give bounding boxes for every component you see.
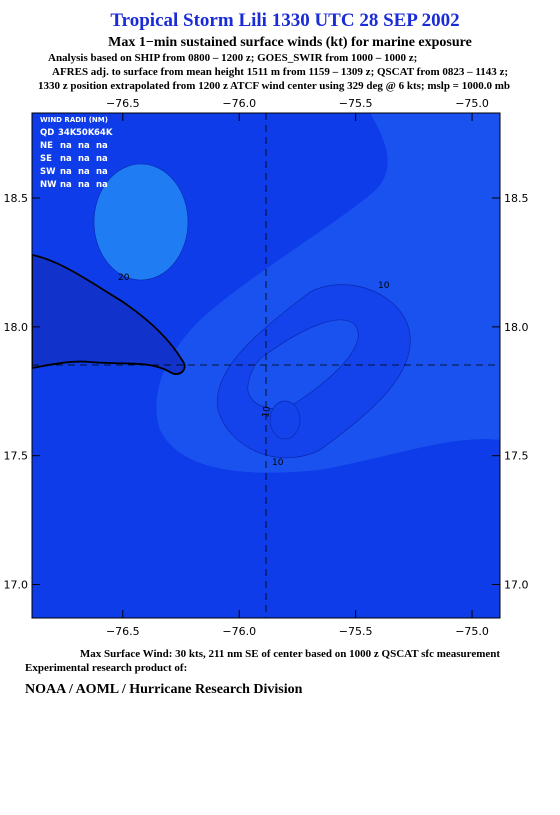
x-tick-label: −75.5: [339, 625, 373, 638]
x-tick-label: −76.0: [222, 97, 256, 110]
table-header: 34K: [58, 128, 77, 138]
footer-note: Experimental research product of:: [25, 662, 187, 674]
table-cell: SW: [40, 167, 56, 177]
footer-note: Max Surface Wind: 30 kts, 211 nm SE of c…: [80, 648, 500, 660]
contour-region: [93, 163, 189, 281]
y-tick-label: 17.0: [504, 579, 529, 592]
table-cell: na: [96, 141, 108, 151]
y-tick-label: 17.5: [4, 450, 29, 463]
table-header: QD: [40, 128, 54, 138]
note: 1330 z position extrapolated from 1200 z…: [38, 80, 510, 92]
map-frame: [31, 112, 501, 619]
table-cell: na: [96, 167, 108, 177]
x-tick-label: −76.5: [106, 625, 140, 638]
table-cell: na: [78, 154, 90, 164]
land: [32, 254, 186, 375]
y-tick-label: 18.0: [4, 321, 29, 334]
table-cell: na: [78, 180, 90, 190]
y-tick-label: 17.0: [4, 579, 29, 592]
table-title: WIND RADII (NM): [40, 116, 108, 124]
table-cell: na: [60, 154, 72, 164]
table-cell: na: [60, 167, 72, 177]
x-tick-label: −75.0: [455, 625, 489, 638]
table-cell: SE: [40, 154, 52, 164]
table-cell: na: [96, 180, 108, 190]
table-cell: NW: [40, 180, 57, 190]
x-tick-label: −75.0: [455, 97, 489, 110]
organization: NOAA / AOML / Hurricane Research Divisio…: [25, 682, 303, 697]
note: Analysis based on SHIP from 0800 – 1200 …: [48, 52, 417, 64]
contour: [247, 319, 359, 409]
table-cell: na: [60, 141, 72, 151]
note: AFRES adj. to surface from mean height 1…: [52, 66, 508, 78]
contour-label: 10: [378, 281, 390, 291]
map-area: [32, 113, 500, 618]
y-tick-label: 18.5: [504, 192, 529, 205]
table-cell: na: [96, 154, 108, 164]
contour-label: 10: [261, 405, 273, 418]
x-tick-label: −76.5: [106, 97, 140, 110]
table-cell: na: [78, 167, 90, 177]
x-tick-label: −75.5: [339, 97, 373, 110]
subtitle: Max 1−min sustained surface winds (kt) f…: [108, 35, 472, 50]
table-cell: NE: [40, 141, 53, 151]
contour-label: 10: [272, 458, 284, 468]
y-tick-label: 18.5: [4, 192, 29, 205]
table-header: 50K: [76, 128, 95, 138]
table-cell: na: [78, 141, 90, 151]
x-tick-label: −76.0: [222, 625, 256, 638]
contour-label: 20: [118, 273, 130, 283]
contour: [269, 400, 301, 440]
title: Tropical Storm Lili 1330 UTC 28 SEP 2002: [110, 10, 459, 31]
y-tick-label: 18.0: [504, 321, 529, 334]
table-header: 64K: [94, 128, 113, 138]
y-tick-label: 17.5: [504, 450, 529, 463]
table-cell: na: [60, 180, 72, 190]
